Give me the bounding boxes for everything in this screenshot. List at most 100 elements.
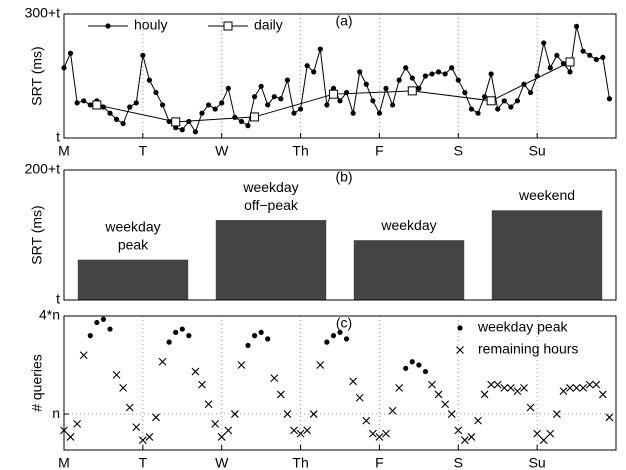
- point: [278, 96, 284, 102]
- point: [370, 98, 376, 104]
- point: [303, 426, 312, 435]
- point: [442, 71, 448, 77]
- point: [416, 85, 422, 91]
- point: [349, 377, 358, 386]
- point: [153, 89, 159, 96]
- x-tick-label: W: [215, 143, 229, 159]
- x-tick-label: S: [454, 455, 463, 470]
- point: [389, 102, 396, 108]
- point: [600, 54, 606, 61]
- point: [125, 403, 134, 412]
- point: [605, 413, 614, 422]
- y-axis-label: SRT (ms): [29, 46, 45, 105]
- point: [554, 52, 560, 58]
- point: [501, 98, 507, 104]
- point: [265, 336, 271, 342]
- point: [258, 83, 264, 89]
- y-tick-label: 4*n: [39, 307, 60, 323]
- point: [396, 77, 402, 83]
- point: [324, 102, 330, 108]
- y-tick-label: n: [52, 405, 60, 421]
- point: [350, 110, 356, 116]
- point: [357, 69, 363, 75]
- point: [250, 112, 260, 122]
- point: [481, 94, 488, 100]
- x-tick-label: S: [454, 143, 463, 159]
- point: [429, 71, 435, 77]
- point: [455, 77, 461, 83]
- point: [592, 380, 601, 389]
- point: [449, 65, 455, 71]
- point: [66, 433, 75, 441]
- point: [547, 65, 553, 71]
- point: [212, 106, 218, 112]
- point: [145, 433, 154, 441]
- point: [533, 429, 542, 438]
- point: [403, 65, 409, 71]
- point: [343, 89, 350, 96]
- point: [382, 429, 390, 438]
- point: [328, 89, 338, 99]
- point: [552, 410, 561, 418]
- point: [179, 326, 185, 332]
- point: [362, 416, 371, 425]
- point: [526, 403, 535, 412]
- point: [409, 75, 415, 81]
- legend-marker: [223, 21, 233, 31]
- y-axis-label: # queries: [29, 354, 45, 412]
- point: [368, 429, 377, 438]
- point: [403, 365, 409, 371]
- point: [475, 110, 481, 116]
- point: [416, 362, 422, 368]
- annotation: (b): [335, 169, 352, 185]
- point: [309, 410, 318, 418]
- point: [199, 110, 205, 116]
- point: [572, 384, 581, 392]
- point: [566, 384, 574, 392]
- point: [204, 400, 213, 409]
- point: [112, 370, 121, 379]
- point: [132, 423, 141, 432]
- point: [258, 329, 264, 335]
- legend: weekday peak remaining hours: [477, 319, 578, 357]
- point: [422, 73, 429, 79]
- point: [508, 104, 514, 110]
- annotation: (c): [336, 315, 352, 331]
- point: [376, 110, 383, 116]
- point: [159, 102, 166, 108]
- point: [232, 114, 238, 120]
- point: [297, 106, 304, 112]
- legend-label: daily: [254, 17, 283, 33]
- x-tick-label: Su: [529, 143, 546, 159]
- point: [230, 410, 239, 418]
- legend-label: weekday peak: [477, 319, 569, 335]
- bar: [215, 220, 327, 300]
- plot-frame: [63, 13, 617, 139]
- point: [573, 23, 580, 29]
- point: [94, 319, 100, 326]
- bar-label: off−peak: [244, 197, 299, 213]
- point: [198, 380, 206, 389]
- point: [87, 333, 93, 339]
- point: [67, 50, 74, 56]
- point: [92, 100, 102, 110]
- x-tick-label: F: [375, 455, 384, 470]
- point: [140, 52, 146, 58]
- legend-marker: [105, 23, 111, 29]
- point: [179, 127, 185, 133]
- point: [567, 69, 573, 75]
- point: [355, 393, 364, 402]
- point: [237, 361, 246, 369]
- point: [119, 384, 128, 392]
- point: [270, 374, 279, 382]
- point: [205, 102, 212, 108]
- point: [211, 419, 220, 428]
- point: [317, 46, 323, 52]
- point: [460, 436, 469, 445]
- point: [304, 63, 310, 69]
- point: [514, 98, 521, 104]
- point: [506, 384, 515, 392]
- point: [467, 433, 476, 441]
- annotation: (a): [335, 13, 352, 29]
- point: [271, 94, 277, 100]
